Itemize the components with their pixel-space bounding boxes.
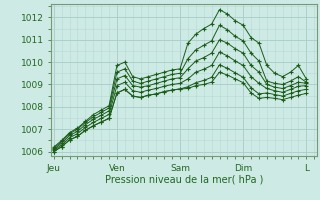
X-axis label: Pression niveau de la mer( hPa ): Pression niveau de la mer( hPa ) [105, 174, 263, 184]
